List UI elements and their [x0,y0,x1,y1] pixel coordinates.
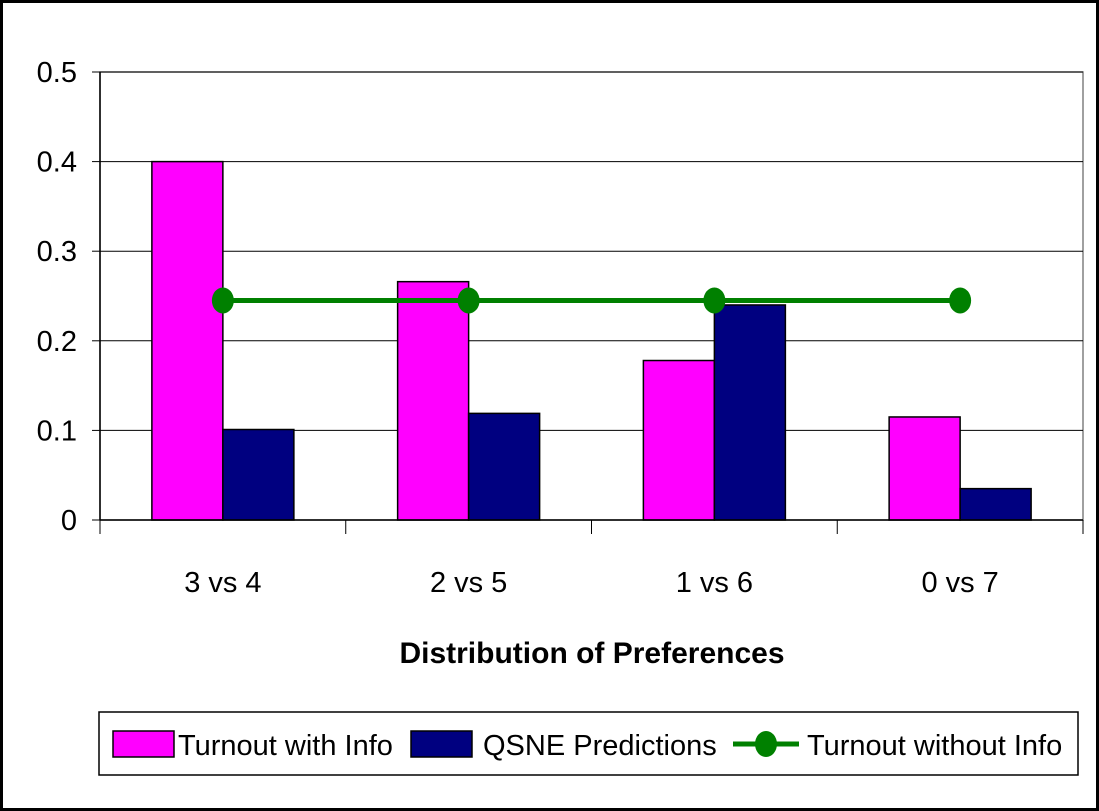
line-point [211,287,234,314]
legend-label: Turnout with Info [178,730,393,762]
bar-qsne-predictions [713,304,787,521]
y-tick-label: 0.2 [37,326,77,358]
x-tick-label: 0 vs 7 [921,567,998,599]
x-tick-label: 1 vs 6 [676,567,753,599]
legend-swatch [410,730,473,758]
x-tick-label: 3 vs 4 [184,567,261,599]
y-axis: 0 0.1 0.2 0.3 0.4 0.5 [37,57,101,537]
legend-box [98,711,1079,776]
legend: Turnout with Info QSNE Predictions Turnout… [98,711,1079,776]
line-point [703,287,726,314]
legend-swatch [112,730,175,758]
bar-turnout-with-info [888,416,961,521]
bar-turnout-with-info [396,280,470,521]
x-tick-label: 2 vs 5 [430,567,507,599]
bar-turnout-with-info [642,359,716,521]
bar-turnout-with-info [151,160,224,521]
x-axis-label: Distribution of Preferences [399,637,784,670]
bar-qsne-predictions [222,428,295,521]
legend-label: Turnout without Info [807,730,1062,762]
y-tick-label: 0 [61,505,77,537]
bar-qsne-predictions [959,487,1032,521]
line-point [949,287,972,314]
y-tick-label: 0.5 [37,57,77,89]
line-point [457,287,480,314]
plot-area [99,71,1084,521]
bar-qsne-predictions [467,412,541,521]
y-tick-label: 0.4 [37,147,77,179]
legend-label: QSNE Predictions [483,730,717,762]
legend-swatch-marker [755,731,777,757]
y-tick-label: 0.3 [37,236,77,268]
x-axis: 3 vs 4 2 vs 5 1 vs 6 0 vs 7 [99,519,1084,599]
y-tick-label: 0.1 [37,415,77,447]
